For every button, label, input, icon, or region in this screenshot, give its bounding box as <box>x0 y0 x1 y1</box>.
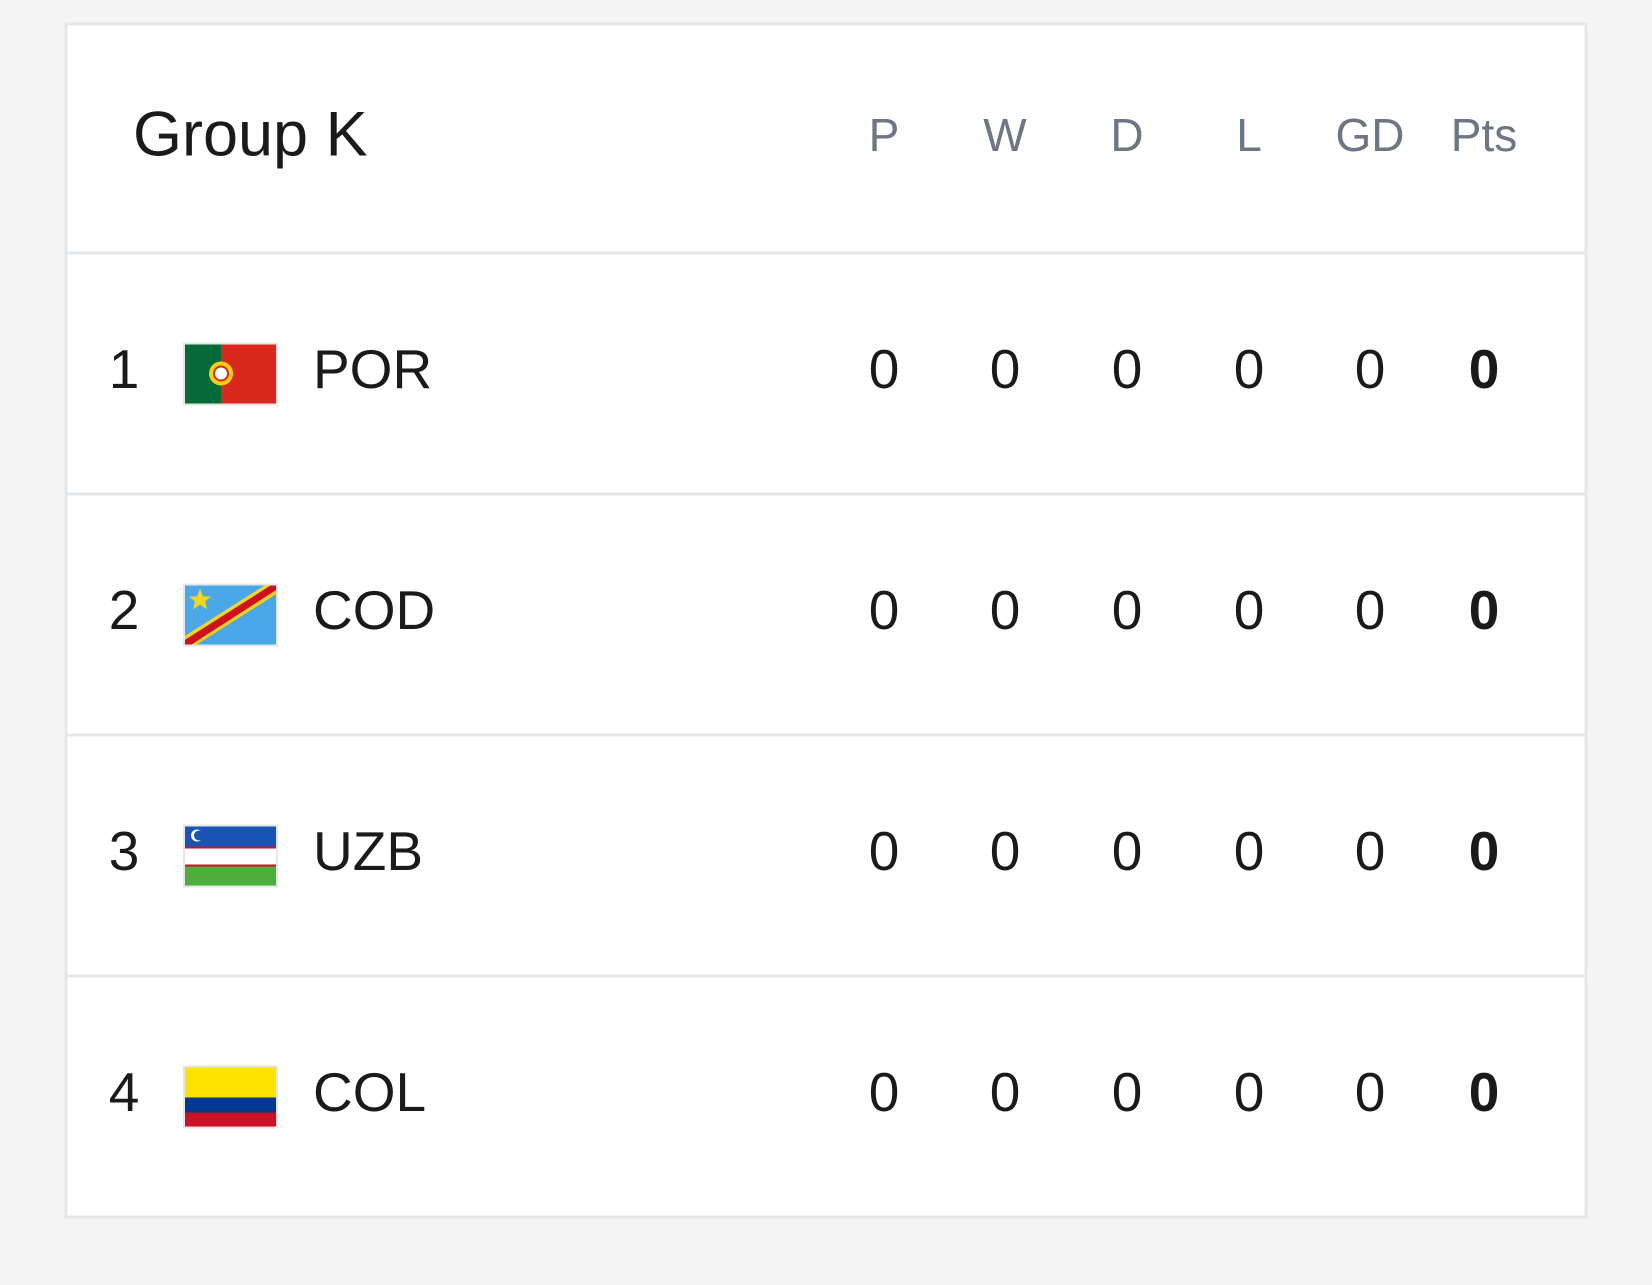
flag-part <box>184 1112 277 1128</box>
flag-border <box>183 824 278 888</box>
column-header: GD <box>1336 109 1405 161</box>
flag-part <box>184 864 277 867</box>
column-header: P <box>869 109 900 161</box>
flag <box>183 824 278 888</box>
column-header: D <box>1110 109 1143 161</box>
team-name: COD <box>313 579 435 641</box>
stat: 0 <box>1469 579 1500 641</box>
flag-part <box>184 1066 277 1098</box>
stat: 0 <box>990 338 1021 400</box>
stat: 0 <box>1469 1061 1500 1123</box>
stat: 0 <box>1355 820 1386 882</box>
stat: 0 <box>1469 338 1500 400</box>
flag-part <box>189 588 211 610</box>
flag <box>183 1065 278 1129</box>
stat: 0 <box>1234 579 1265 641</box>
flag-part <box>184 825 277 847</box>
rank: 4 <box>109 1061 140 1123</box>
team-name: POR <box>313 338 432 400</box>
stat: 0 <box>1112 338 1143 400</box>
stat: 0 <box>1469 820 1500 882</box>
flag-border <box>183 1065 278 1129</box>
stat: 0 <box>869 820 900 882</box>
team-name: COL <box>313 1061 426 1123</box>
column-header: L <box>1236 109 1262 161</box>
stat: 0 <box>1355 1061 1386 1123</box>
column-header: W <box>983 109 1027 161</box>
flag-border <box>183 583 278 647</box>
rank: 2 <box>109 579 140 641</box>
flag-part <box>213 365 229 382</box>
stat: 0 <box>990 1061 1021 1123</box>
stat: 0 <box>869 1061 900 1123</box>
stat: 0 <box>1112 579 1143 641</box>
flag-part <box>194 830 204 841</box>
card <box>64 22 1588 1219</box>
stat: 0 <box>869 579 900 641</box>
flag-border <box>183 342 278 406</box>
flag-part <box>184 846 277 849</box>
stat: 0 <box>869 338 900 400</box>
stat: 0 <box>1355 338 1386 400</box>
stat: 0 <box>1234 820 1265 882</box>
stat: 0 <box>990 579 1021 641</box>
stat: 0 <box>990 820 1021 882</box>
flag-part <box>184 584 277 646</box>
stat: 0 <box>1112 820 1143 882</box>
flag <box>183 342 278 406</box>
flag-part <box>184 848 277 865</box>
stat: 0 <box>1112 1061 1143 1123</box>
group-title: Group K <box>133 100 368 170</box>
stat: 0 <box>1355 579 1386 641</box>
rank: 1 <box>109 338 140 400</box>
flag-part <box>184 1097 277 1113</box>
rank: 3 <box>109 820 140 882</box>
stat: 0 <box>1234 1061 1265 1123</box>
column-header: Pts <box>1451 109 1517 161</box>
team-name: UZB <box>313 820 423 882</box>
flag <box>183 583 278 647</box>
stat: 0 <box>1234 338 1265 400</box>
flag-part <box>184 866 277 887</box>
